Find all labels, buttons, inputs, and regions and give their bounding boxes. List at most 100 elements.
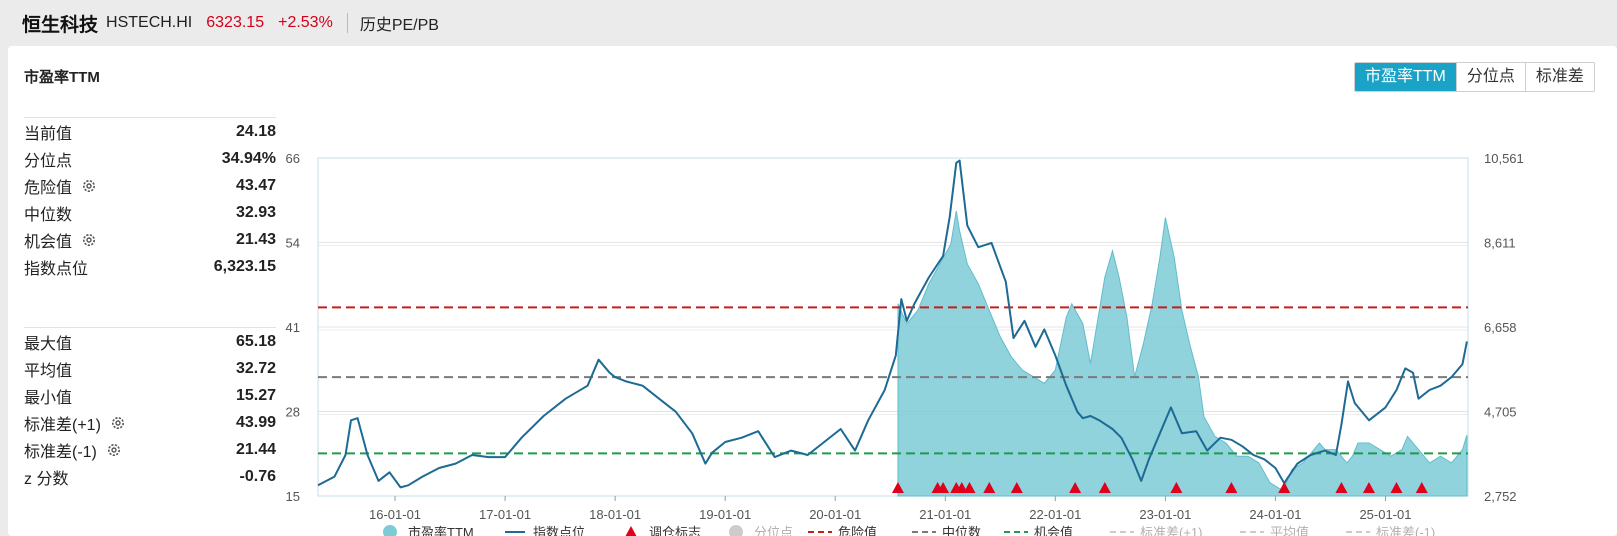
stat-label: 中位数 xyxy=(24,201,72,225)
stat-row: 最小值 15.27 xyxy=(24,382,276,409)
x-axis-tick: 21-01-01 xyxy=(919,507,971,522)
stat-value: -0.76 xyxy=(239,467,276,485)
legend-label: 危险值 xyxy=(838,525,877,536)
index-price: 6323.15 xyxy=(206,14,265,31)
stat-label-text: 平均值 xyxy=(24,362,73,380)
metric-toggle: 市盈率TTM 分位点 标准差 xyxy=(1354,62,1595,92)
rebalance-marker xyxy=(1415,482,1428,493)
left-axis-tick: 28 xyxy=(286,405,300,420)
rebalance-marker xyxy=(955,482,968,493)
right-axis-tick: 4,705 xyxy=(1484,405,1517,420)
rebalance-marker xyxy=(983,482,996,493)
index-name: 恒生科技 xyxy=(22,14,99,36)
legend-symbol-circle xyxy=(729,525,743,536)
index-code: HSTECH.HI xyxy=(106,14,193,31)
std-dev-button[interactable]: 标准差 xyxy=(1524,63,1594,91)
left-axis-tick: 15 xyxy=(286,489,300,504)
separator xyxy=(346,13,348,33)
rebalance-marker xyxy=(1010,482,1023,493)
percentile-button[interactable]: 分位点 xyxy=(1455,63,1525,91)
stat-label: z 分数 xyxy=(24,465,68,489)
pe-chart: 66 54 41 28 15 10,561 8,611 6,658 4,705 2,752 16-0… xyxy=(286,151,1524,536)
stat-label: 当前值 xyxy=(24,120,72,144)
stat-value: 15.27 xyxy=(235,386,276,404)
stat-label: 危险值 xyxy=(24,174,97,198)
legend-label: 平均值 xyxy=(1270,525,1309,536)
legend-label: 调仓标志 xyxy=(649,525,701,536)
stat-label: 机会值 xyxy=(24,228,97,252)
plot-border xyxy=(317,157,1469,497)
legend-symbol-triangle xyxy=(625,526,637,536)
legend-symbol-circle xyxy=(383,525,397,536)
stat-label-text: 标准差(+1) xyxy=(24,416,101,434)
stat-row: 标准差(-1) 21.44 xyxy=(24,436,276,463)
rebalance-marker xyxy=(1225,482,1238,493)
legend-label: 市盈率TTM xyxy=(408,525,474,536)
pe-ttm-area xyxy=(897,210,1468,497)
top-bar: 恒生科技 HSTECH.HI 6323.15 +2.53% 历史PE/PB xyxy=(0,0,1617,46)
stat-row: 标准差(+1) 43.99 xyxy=(24,409,276,436)
stat-label-text: 机会值 xyxy=(24,233,73,251)
x-axis-tick: 22-01-01 xyxy=(1029,507,1081,522)
panel-title: 市盈率TTM xyxy=(24,69,100,86)
legend-label: 机会值 xyxy=(1034,525,1073,536)
stat-label: 最大值 xyxy=(24,330,72,354)
left-axis-tick: 54 xyxy=(286,236,300,251)
rebalance-marker xyxy=(1098,482,1111,493)
stat-value: 32.72 xyxy=(235,359,276,377)
stat-row: 当前值 24.18 xyxy=(24,118,276,145)
x-axis-tick: 17-01-01 xyxy=(479,507,531,522)
stat-value: 43.47 xyxy=(235,176,276,194)
legend-label: 标准差(-1) xyxy=(1376,525,1435,536)
pe-ttm-button[interactable]: 市盈率TTM xyxy=(1355,63,1456,91)
stat-label-text: 标准差(-1) xyxy=(24,443,97,461)
stat-row: 中位数 32.93 xyxy=(24,199,276,226)
stat-row: z 分数 -0.76 xyxy=(24,463,276,490)
stat-value: 6,323.15 xyxy=(213,257,276,275)
stats-summary: 最大值 65.18 平均值 32.72 最小值 15.27 标准差(+1) 43.99 标准差(… xyxy=(24,327,276,490)
stat-label: 标准差(+1) xyxy=(24,411,126,435)
stat-value: 21.43 xyxy=(235,230,276,248)
x-axis-tick: 20-01-01 xyxy=(809,507,861,522)
stat-label-text: z 分数 xyxy=(24,470,69,488)
gear-icon[interactable] xyxy=(81,178,97,194)
stat-label: 标准差(-1) xyxy=(24,438,122,462)
right-axis-tick: 6,658 xyxy=(1484,320,1517,335)
legend-label: 中位数 xyxy=(942,525,981,536)
legend-label: 标准差(+1) xyxy=(1140,525,1202,536)
right-axis-tick: 2,752 xyxy=(1484,489,1517,504)
stat-label-text: 当前值 xyxy=(24,125,73,143)
stat-label-text: 中位数 xyxy=(24,206,73,224)
x-axis-tick: 19-01-01 xyxy=(699,507,751,522)
stat-label: 指数点位 xyxy=(24,255,88,279)
chart-panel: 市盈率TTM 市盈率TTM 分位点 标准差 当前值 24.18 分位点 34.94% 危… xyxy=(8,46,1617,536)
stat-label-text: 指数点位 xyxy=(24,260,89,278)
stat-label: 最小值 xyxy=(24,384,72,408)
stat-row: 机会值 21.43 xyxy=(24,226,276,253)
rebalance-marker xyxy=(1335,482,1348,493)
rebalance-marker xyxy=(1390,482,1403,493)
gear-icon[interactable] xyxy=(110,415,126,431)
rebalance-marker xyxy=(1170,482,1183,493)
stat-row: 指数点位 6,323.15 xyxy=(24,253,276,280)
stat-value: 24.18 xyxy=(235,122,276,140)
index-change: +2.53% xyxy=(278,14,333,31)
stat-row: 最大值 65.18 xyxy=(24,328,276,355)
rebalance-marker xyxy=(1362,482,1375,493)
stat-label: 分位点 xyxy=(24,147,72,171)
stat-label-text: 分位点 xyxy=(24,152,73,170)
rebalance-marker xyxy=(891,482,904,493)
x-axis-tick: 24-01-01 xyxy=(1249,507,1301,522)
rebalance-marker xyxy=(963,482,976,493)
x-axis-tick: 16-01-01 xyxy=(369,507,421,522)
gear-icon[interactable] xyxy=(81,232,97,248)
rebalance-marker xyxy=(1069,482,1082,493)
legend-label: 分位点 xyxy=(754,525,793,536)
legend-label: 指数点位 xyxy=(533,525,585,536)
stat-label: 平均值 xyxy=(24,357,72,381)
stat-value: 32.93 xyxy=(235,203,276,221)
tab-history-pe-pb[interactable]: 历史PE/PB xyxy=(359,17,439,34)
right-axis-tick: 10,561 xyxy=(1484,151,1524,166)
stat-label-text: 危险值 xyxy=(24,179,73,197)
gear-icon[interactable] xyxy=(106,442,122,458)
